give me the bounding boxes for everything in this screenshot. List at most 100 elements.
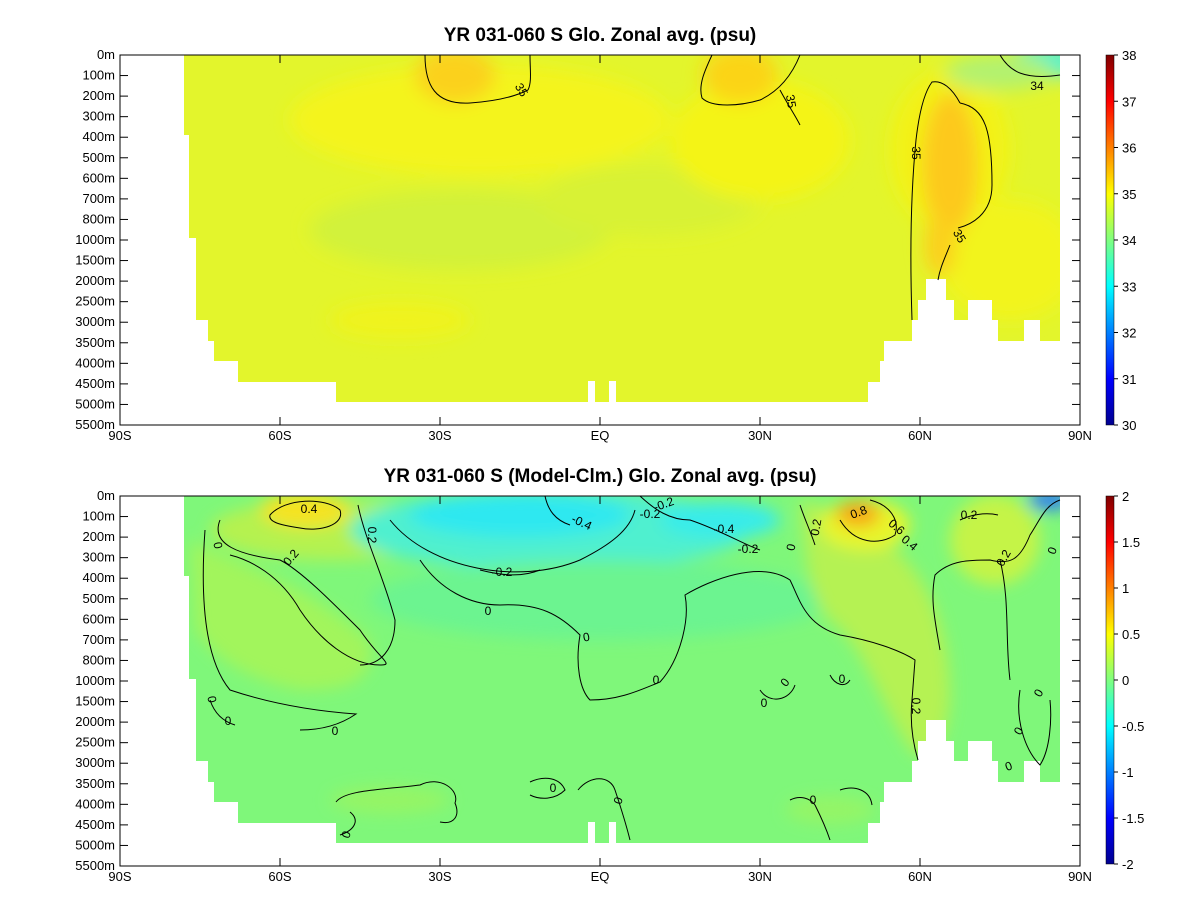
salinity-contour-label: 35 <box>783 94 799 110</box>
southern-intermediate-region <box>190 540 372 690</box>
salinity-land-mask <box>120 55 1080 425</box>
salinity-contour-label: 35 <box>909 146 923 160</box>
x-tick-label: 90S <box>108 428 131 443</box>
anomaly-contour-label: 0.2 <box>961 508 978 522</box>
colorbar-tick-label: -1.5 <box>1122 811 1144 826</box>
northern-midlatitude-maximum <box>836 501 880 527</box>
salinity-field: 35 35 35 35 34 <box>120 55 1080 425</box>
y-tick-label: 100m <box>82 509 115 524</box>
y-tick-label: 1500m <box>75 694 115 709</box>
y-tick-label: 2000m <box>75 273 115 288</box>
anomaly-colorbar <box>1105 495 1115 865</box>
y-tick-label: 200m <box>82 529 115 544</box>
anomaly-contour-label: 0.4 <box>301 502 318 516</box>
y-tick-label: 700m <box>82 191 115 206</box>
salinity-contour-label: 35 <box>950 227 969 246</box>
colorbar-tick-label: 1 <box>1122 581 1129 596</box>
anomaly-contour-label: 0 <box>1003 758 1014 774</box>
northern-subtropical-maximum <box>702 55 778 103</box>
anomaly-contour-label: 0 <box>810 793 817 807</box>
anomaly-contour-label: 0 <box>1045 545 1061 556</box>
anomaly-contour-label: 0 <box>332 724 339 738</box>
anomaly-contour-label: 0 <box>339 829 355 840</box>
anomaly-contour-label: -0.2 <box>492 565 513 579</box>
x-tick-label: 90N <box>1068 428 1092 443</box>
salinity-contours <box>424 55 1061 321</box>
anomaly-contour-label: 0 <box>784 542 799 551</box>
colorbar-tick-label: 31 <box>1122 372 1136 387</box>
anomaly-contour-label: -0.2 <box>738 542 759 556</box>
y-tick-label: 700m <box>82 632 115 647</box>
anomaly-contour-label: 0 <box>485 604 492 618</box>
salinity-contour-label: 34 <box>1030 79 1044 93</box>
y-tick-label: 400m <box>82 570 115 585</box>
x-tick-label: 60S <box>268 428 291 443</box>
anomaly-contour-label: 0 <box>204 695 219 704</box>
y-tick-label: 2500m <box>75 735 115 750</box>
x-tick-label: 30N <box>748 428 772 443</box>
colorbar-tick-label: 35 <box>1122 187 1136 202</box>
y-tick-label: 2000m <box>75 714 115 729</box>
colorbar-tick-label: 38 <box>1122 48 1136 63</box>
y-tick-label: 0m <box>97 47 115 62</box>
x-tick-label: 30N <box>748 869 772 884</box>
anomaly-panel: YR 031-060 S (Model-Clm.) Glo. Zonal avg… <box>75 466 1144 884</box>
anomaly-contour-label: 0.2 <box>808 518 825 537</box>
x-tick-label: 60N <box>908 428 932 443</box>
x-tick-label: 30S <box>428 869 451 884</box>
anomaly-contour-label: 0 <box>839 672 846 686</box>
anomaly-contours <box>202 496 1061 841</box>
anomaly-axes: 0m 100m 200m 300m 400m 500m 600m 700m 800m 1000m 1… <box>75 488 1092 884</box>
y-tick-label: 4000m <box>75 796 115 811</box>
y-tick-label: 1500m <box>75 253 115 268</box>
salinity-chart-title: YR 031-060 S Glo. Zonal avg. (psu) <box>444 25 757 46</box>
y-tick-label: 300m <box>82 550 115 565</box>
colorbar-tick-label: 32 <box>1122 326 1136 341</box>
salinity-axes: 0m 100m 200m 300m 400m 500m 600m 700m 800m 1000m 1… <box>75 47 1092 443</box>
y-tick-label: 500m <box>82 591 115 606</box>
y-tick-label: 5500m <box>75 858 115 873</box>
colorbar-tick-label: 37 <box>1122 94 1136 109</box>
colorbar-tick-label: -2 <box>1122 857 1134 872</box>
salinity-contour-labels: 35 35 35 35 34 <box>512 79 1044 246</box>
x-tick-label: 30S <box>428 428 451 443</box>
anomaly-contour-label: 0 <box>761 696 768 710</box>
y-tick-label: 1000m <box>75 673 115 688</box>
colorbar-tick-label: 2 <box>1122 489 1129 504</box>
x-tick-label: 90S <box>108 869 131 884</box>
anomaly-contour-label: 0 <box>653 673 660 687</box>
anomaly-contour-label: 0 <box>210 541 225 550</box>
anomaly-contour-label: -0.4 <box>714 522 735 536</box>
anomaly-colorbar-ticks: -2 -1.5 -1 -0.5 0 0.5 1 1.5 2 <box>1114 489 1144 872</box>
y-tick-label: 400m <box>82 129 115 144</box>
anomaly-contour-label: 0 <box>550 781 557 795</box>
x-tick-label: 60N <box>908 869 932 884</box>
colorbar-tick-label: -1 <box>1122 765 1134 780</box>
y-tick-label: 1000m <box>75 232 115 247</box>
colorbar-tick-label: 36 <box>1122 141 1136 156</box>
colorbar-tick-label: 0.5 <box>1122 627 1140 642</box>
y-tick-label: 5500m <box>75 417 115 432</box>
x-tick-label: 90N <box>1068 869 1092 884</box>
y-tick-label: 600m <box>82 611 115 626</box>
anomaly-chart-title: YR 031-060 S (Model-Clm.) Glo. Zonal avg… <box>384 466 817 487</box>
anomaly-contour-label: -0.2 <box>640 507 661 521</box>
anomaly-land-mask <box>120 496 1080 866</box>
y-tick-label: 800m <box>82 211 115 226</box>
x-tick-label: EQ <box>591 869 610 884</box>
colorbar-tick-label: -0.5 <box>1122 719 1144 734</box>
intermediate-water-region <box>310 190 610 270</box>
anomaly-contour-label: 0 <box>225 714 232 728</box>
y-tick-label: 4000m <box>75 355 115 370</box>
y-tick-label: 5000m <box>75 837 115 852</box>
colorbar-tick-label: 0 <box>1122 673 1129 688</box>
anomaly-field: 0.4 0.2 0.2 0 0 -0.4 -0.2 -0.2 -0.4 -0.2… <box>120 496 1080 866</box>
y-tick-label: 4500m <box>75 817 115 832</box>
y-tick-label: 5000m <box>75 396 115 411</box>
y-tick-label: 0m <box>97 488 115 503</box>
y-tick-label: 3000m <box>75 755 115 770</box>
colorbar-tick-label: 33 <box>1122 279 1136 294</box>
x-tick-label: EQ <box>591 428 610 443</box>
y-tick-label: 800m <box>82 652 115 667</box>
